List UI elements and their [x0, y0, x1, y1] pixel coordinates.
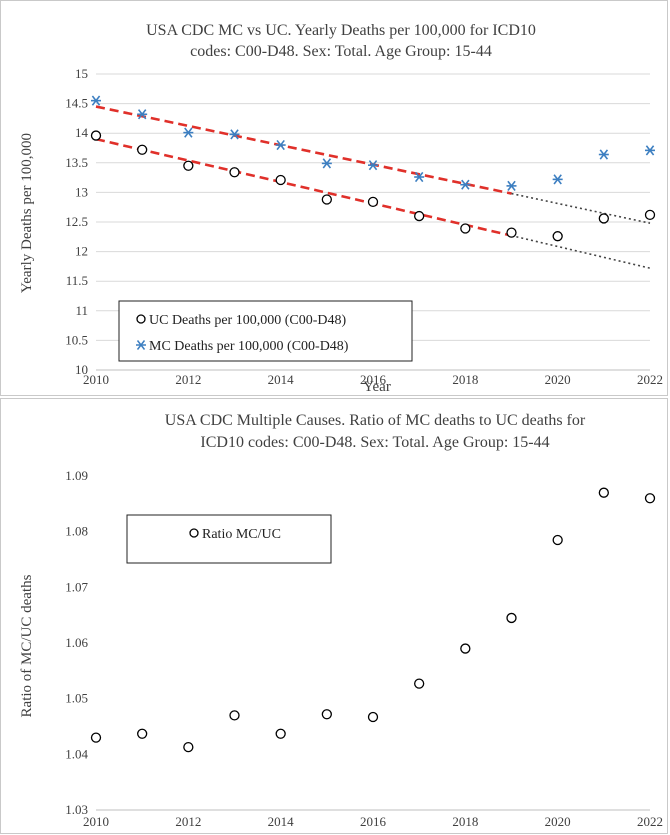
trendline-uc-dashed	[95, 137, 512, 237]
legend-marker-mc	[136, 340, 146, 350]
point-series1-2011	[137, 109, 148, 120]
point-series0-2018	[460, 223, 471, 234]
point-series0-2014	[275, 728, 286, 739]
x-tick-label: 2020	[545, 814, 571, 829]
point-series1-2018	[460, 179, 471, 190]
y-tick-label: 12.5	[65, 214, 88, 229]
trendline-mc-dotted	[511, 192, 651, 224]
legend-marker-ratio	[189, 528, 199, 538]
point-series0-2011	[137, 144, 148, 155]
point-series1-2021	[598, 149, 609, 160]
point-series0-2014	[275, 174, 286, 186]
y-axis-label: Ratio of MC/UC deaths	[19, 574, 35, 717]
y-tick-label: 13.5	[65, 155, 88, 170]
y-tick-label: 1.05	[65, 691, 88, 706]
x-tick-label: 2016	[360, 372, 387, 387]
point-series0-2022	[644, 209, 656, 221]
point-series0-2016	[367, 711, 379, 723]
y-tick-label: 14	[75, 125, 89, 140]
point-series1-2016	[368, 160, 378, 171]
y-tick-label: 1.03	[65, 802, 88, 817]
point-series0-2013	[229, 167, 240, 178]
x-tick-label: 2022	[637, 814, 663, 829]
x-tick-label: 2020	[545, 372, 571, 387]
point-series0-2015	[321, 709, 332, 720]
chart-title-line-2: ICD10 codes: C00-D48. Sex: Total. Age Gr…	[200, 434, 549, 451]
y-tick-label: 10	[75, 362, 88, 377]
y-tick-label: 11	[75, 303, 88, 318]
x-axis-label: Year	[363, 379, 391, 395]
deaths-chart-panel: USA CDC MC vs UC. Yearly Deaths per 100,…	[0, 0, 668, 396]
point-series0-2019	[506, 612, 517, 624]
y-tick-label: 15	[75, 66, 88, 81]
x-tick-label: 2014	[268, 814, 295, 829]
x-tick-label: 2018	[452, 814, 478, 829]
y-tick-label: 1.07	[65, 579, 88, 594]
y-tick-label: 1.08	[65, 524, 88, 539]
point-series0-2013	[229, 710, 240, 721]
point-series0-2021	[598, 213, 609, 224]
point-series1-2017	[414, 171, 425, 183]
point-series0-2010	[90, 130, 102, 141]
x-tick-label: 2016	[360, 814, 387, 829]
y-tick-label: 14.5	[65, 96, 88, 111]
point-series0-2018	[460, 643, 471, 654]
point-series1-2015	[321, 158, 332, 169]
chart-title-line-1: USA CDC MC vs UC. Yearly Deaths per 100,…	[146, 22, 536, 39]
point-series0-2021	[598, 487, 609, 498]
point-series0-2010	[90, 732, 102, 743]
legend-label-mc: MC Deaths per 100,000 (C00-D48)	[149, 339, 349, 354]
deaths-chart: USA CDC MC vs UC. Yearly Deaths per 100,…	[19, 22, 663, 395]
y-tick-label: 1.06	[65, 635, 88, 650]
legend-label-uc: UC Deaths per 100,000 (C00-D48)	[149, 313, 346, 328]
legend: Ratio MC/UC	[126, 514, 332, 564]
point-series1-2022	[645, 145, 655, 156]
x-tick-label: 2012	[175, 814, 201, 829]
chart-title-line-1: USA CDC Multiple Causes. Ratio of MC dea…	[165, 412, 586, 429]
trendline-mc-dashed	[95, 105, 512, 195]
point-series1-2014	[275, 139, 286, 151]
y-tick-label: 12	[75, 244, 88, 259]
y-axis-label: Yearly Deaths per 100,000	[19, 133, 35, 293]
y-tick-label: 11.5	[66, 273, 88, 288]
point-series0-2020	[552, 534, 563, 546]
point-series0-2022	[644, 493, 656, 504]
point-series0-2016	[367, 196, 379, 208]
x-tick-label: 2018	[452, 372, 478, 387]
x-tick-label: 2012	[175, 372, 201, 387]
point-series0-2015	[321, 194, 332, 205]
y-tick-label: 1.04	[65, 746, 88, 761]
ratio-chart: USA CDC Multiple Causes. Ratio of MC dea…	[19, 412, 663, 829]
legend-box	[118, 300, 413, 362]
chart-title-line-2: codes: C00-D48. Sex: Total. Age Group: 1…	[190, 43, 492, 60]
point-series0-2011	[137, 728, 148, 739]
x-tick-label: 2010	[83, 372, 109, 387]
point-series1-2020	[552, 174, 563, 185]
y-tick-label: 10.5	[65, 332, 88, 347]
x-tick-label: 2014	[268, 372, 295, 387]
point-series0-2012	[183, 741, 194, 753]
legend: UC Deaths per 100,000 (C00-D48) MC Death…	[118, 300, 413, 362]
trendline-uc-dotted	[511, 234, 651, 269]
point-series0-2020	[552, 231, 563, 242]
y-tick-label: 13	[75, 184, 88, 199]
point-series0-2017	[414, 678, 425, 689]
point-series0-2012	[183, 160, 194, 171]
x-tick-label: 2010	[83, 814, 109, 829]
point-series1-2019	[506, 180, 517, 191]
legend-box	[126, 514, 332, 564]
point-series1-2013	[229, 129, 240, 140]
legend-label-ratio: Ratio MC/UC	[202, 527, 281, 542]
y-tick-label: 1.09	[65, 468, 88, 483]
x-tick-label: 2022	[637, 372, 663, 387]
point-series0-2017	[414, 210, 425, 222]
point-series0-2019	[506, 227, 517, 238]
ratio-chart-panel: USA CDC Multiple Causes. Ratio of MC dea…	[0, 398, 668, 834]
point-series1-2012	[183, 127, 194, 138]
legend-marker-uc	[136, 314, 146, 324]
point-series1-2010	[91, 95, 101, 106]
